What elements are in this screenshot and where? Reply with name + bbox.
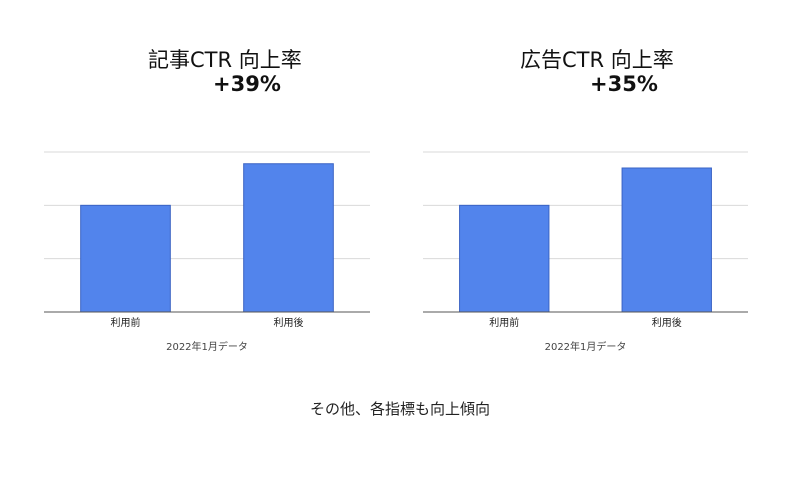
category-label: 利用後 — [274, 316, 304, 329]
footer-note: その他、各指標も向上傾向 — [309, 400, 490, 418]
chart-1-subtitle: +39% — [213, 72, 281, 96]
bar-2 — [621, 167, 712, 313]
x-axis-label: 2022年1月データ — [166, 340, 248, 353]
bar-1 — [80, 204, 171, 313]
x-axis-label: 2022年1月データ — [545, 340, 627, 353]
chart-1-plot: 利用前 利用後 2022年1月データ — [44, 151, 370, 353]
bar-1 — [459, 204, 550, 313]
category-label: 利用前 — [489, 316, 519, 329]
chart-2-subtitle: +35% — [590, 72, 658, 96]
chart-2-plot: 利用前 利用後 2022年1月データ — [423, 151, 748, 353]
category-label: 利用前 — [111, 316, 141, 329]
chart-1-title: 記事CTR 向上率 — [148, 48, 302, 72]
chart-2-title: 広告CTR 向上率 — [520, 48, 674, 72]
category-label: 利用後 — [652, 316, 682, 329]
bar-2 — [243, 163, 334, 313]
